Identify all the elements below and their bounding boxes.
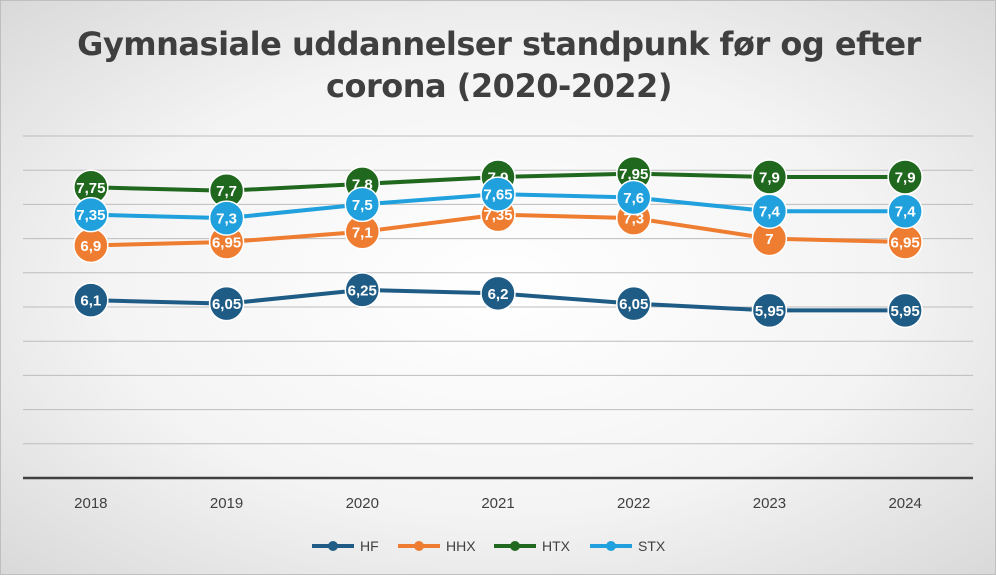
data-label-stx: 7,6 xyxy=(623,190,644,207)
series-hf: 6,1 6,05 6,25 6,2 6,05 5,95 5,95 xyxy=(73,272,923,329)
chart-title-line-2: corona (2020-2022) xyxy=(326,67,672,105)
data-point-stx xyxy=(615,179,652,216)
data-label-hhx: 6,95 xyxy=(212,235,241,252)
legend-swatch-marker-htx xyxy=(510,541,520,551)
data-point-stx xyxy=(480,176,516,212)
data-label-stx: 7,35 xyxy=(76,207,105,224)
data-label-stx: 7,3 xyxy=(216,211,237,228)
x-axis-tick-labels: 2018 2019 2020 2021 2022 2023 2024 xyxy=(74,495,922,512)
data-label-htx: 7,7 xyxy=(216,183,237,200)
data-label-hf: 6,1 xyxy=(80,293,101,310)
legend: HF HHX HTX STX xyxy=(312,538,666,554)
legend-item-htx: HTX xyxy=(494,538,571,554)
x-tick-label-2020: 2020 xyxy=(346,495,379,512)
data-label-hhx: 6,9 xyxy=(80,238,101,255)
data-label-hf: 5,95 xyxy=(891,303,920,320)
data-label-hf: 6,25 xyxy=(348,282,377,299)
data-point-hf xyxy=(208,285,245,322)
chart-title-line-1: Gymnasiale uddannelser standpunk før og … xyxy=(77,25,921,63)
data-label-hhx: 7 xyxy=(765,231,773,248)
data-label-hf: 6,05 xyxy=(212,296,241,313)
series-stx: 7,35 7,3 7,5 7,65 7,6 7,4 7,4 xyxy=(73,176,923,236)
data-label-hhx: 6,95 xyxy=(891,235,920,252)
x-tick-label-2021: 2021 xyxy=(481,495,514,512)
legend-swatch-marker-stx xyxy=(606,541,616,551)
data-point-stx xyxy=(751,193,788,229)
data-point-stx xyxy=(887,193,923,229)
series-hhx: 6,9 6,95 7,1 7,35 7,3 7 6,95 xyxy=(73,196,923,264)
x-tick-label-2018: 2018 xyxy=(74,495,107,512)
data-point-stx xyxy=(344,186,381,223)
legend-item-hhx: HHX xyxy=(398,538,476,554)
data-point-stx xyxy=(73,196,109,233)
x-tick-label-2023: 2023 xyxy=(753,495,786,512)
data-point-hf xyxy=(887,292,923,329)
data-label-htx: 7,9 xyxy=(759,170,780,187)
data-label-stx: 7,4 xyxy=(895,204,917,221)
data-point-hf xyxy=(344,272,381,308)
x-tick-label-2024: 2024 xyxy=(888,495,921,512)
x-tick-label-2019: 2019 xyxy=(210,495,243,512)
data-point-hf xyxy=(615,285,652,322)
legend-label-htx: HTX xyxy=(542,538,571,554)
data-label-stx: 7,4 xyxy=(759,204,781,221)
x-tick-label-2022: 2022 xyxy=(617,495,650,512)
data-label-htx: 7,75 xyxy=(76,180,105,197)
data-label-hhx: 7,3 xyxy=(623,211,644,228)
data-point-hf xyxy=(73,282,109,318)
data-label-hf: 6,2 xyxy=(488,286,509,303)
data-label-hhx: 7,35 xyxy=(483,207,512,224)
data-point-stx xyxy=(208,200,245,236)
legend-label-hf: HF xyxy=(360,538,379,554)
legend-swatch-marker-hf xyxy=(328,541,338,551)
legend-item-hf: HF xyxy=(312,538,379,554)
legend-swatch-marker-hhx xyxy=(414,541,424,551)
data-label-stx: 7,5 xyxy=(352,197,373,214)
data-label-htx: 7,9 xyxy=(895,170,916,187)
chart-title: Gymnasiale uddannelser standpunk før og … xyxy=(1,23,996,107)
legend-label-hhx: HHX xyxy=(446,538,476,554)
legend-label-stx: STX xyxy=(638,538,666,554)
data-label-hhx: 7,1 xyxy=(352,224,373,241)
data-point-hf xyxy=(751,292,788,329)
legend-item-stx: STX xyxy=(590,538,666,554)
data-label-hf: 6,05 xyxy=(619,296,648,313)
data-label-stx: 7,65 xyxy=(483,187,512,204)
data-point-hf xyxy=(480,275,516,312)
data-label-hf: 5,95 xyxy=(755,303,784,320)
data-label-htx: 7,95 xyxy=(619,166,648,183)
